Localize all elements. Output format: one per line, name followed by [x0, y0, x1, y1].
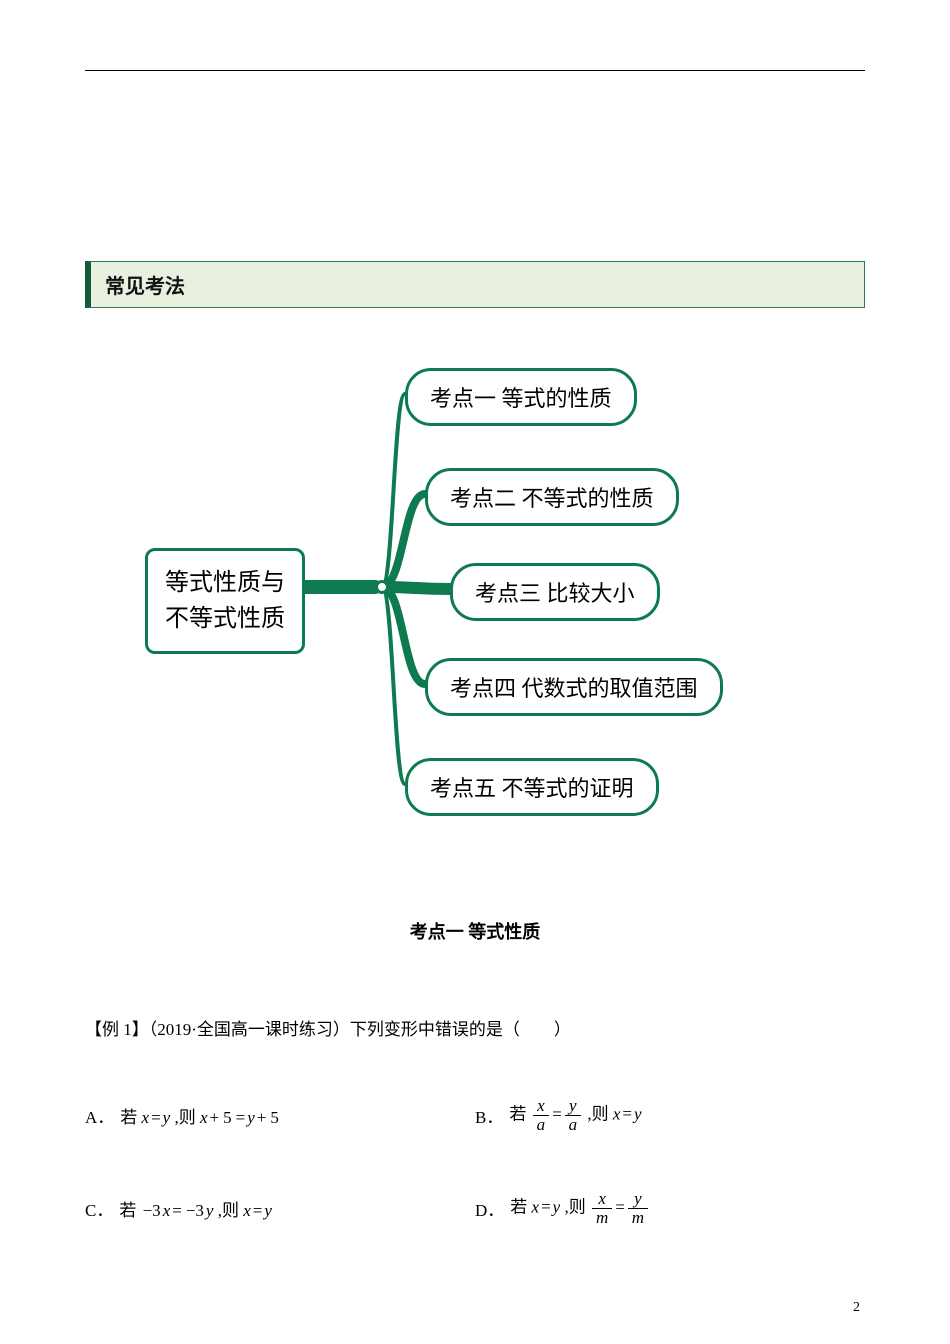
option-text: 若 −3x=−3y ,则 x=y	[119, 1196, 272, 1221]
op: +	[255, 1108, 269, 1127]
mindmap-child: 考点二 不等式的性质	[425, 468, 679, 526]
options: A． 若 x=y ,则 x+5=y+5 B． 若 xa=ya ,则 x=y C．…	[85, 1091, 865, 1277]
option-c: C． 若 −3x=−3y ,则 x=y	[85, 1184, 475, 1232]
example-question: 【例 1】（2019·全国高一课时练习）下列变形中错误的是（ ）	[85, 1014, 865, 1046]
var: y	[634, 1104, 642, 1123]
denominator: a	[533, 1115, 550, 1134]
section-banner: 常见考法	[85, 261, 865, 308]
option-label: C．	[85, 1196, 113, 1221]
fraction: xa	[533, 1097, 550, 1134]
mindmap-root-line1: 等式性质与	[165, 570, 285, 596]
option-text: 若 x=y ,则 x+5=y+5	[120, 1103, 281, 1128]
var: x	[200, 1108, 208, 1127]
numerator: x	[592, 1190, 612, 1208]
fraction: ym	[628, 1190, 648, 1227]
option-label: A．	[85, 1103, 114, 1128]
num: −3	[184, 1201, 206, 1220]
mindmap-child: 考点五 不等式的证明	[405, 758, 659, 816]
numerator: x	[533, 1097, 550, 1115]
var: x	[142, 1108, 150, 1127]
text: 若	[120, 1108, 141, 1127]
op: =	[251, 1201, 265, 1220]
mindmap: 等式性质与 不等式性质 考点一 等式的性质考点二 不等式的性质考点三 比较大小考…	[95, 358, 855, 858]
mindmap-root: 等式性质与 不等式性质	[145, 548, 305, 654]
denominator: m	[592, 1208, 612, 1227]
mindmap-child: 考点三 比较大小	[450, 563, 660, 621]
numerator: y	[628, 1190, 648, 1208]
option-text: 若 xa=ya ,则 x=y	[509, 1097, 641, 1134]
text: 若	[510, 1197, 531, 1216]
text: 若	[509, 1104, 530, 1123]
mindmap-root-line2: 不等式性质	[165, 606, 285, 632]
page-number: 2	[853, 1300, 860, 1316]
var: x	[532, 1197, 540, 1216]
var: y	[264, 1201, 272, 1220]
mindmap-child: 考点四 代数式的取值范围	[425, 658, 723, 716]
fraction: xm	[592, 1190, 612, 1227]
text: ,则	[560, 1197, 590, 1216]
num: 5	[268, 1108, 281, 1127]
text: 若	[119, 1201, 140, 1220]
text: ,则	[170, 1108, 200, 1127]
op: +	[208, 1108, 222, 1127]
option-d: D． 若 x=y ,则 xm=ym	[475, 1184, 865, 1232]
op: =	[614, 1197, 625, 1216]
mindmap-child: 考点一 等式的性质	[405, 368, 637, 426]
text: ,则	[583, 1104, 613, 1123]
denominator: a	[565, 1115, 582, 1134]
top-rule	[85, 70, 865, 71]
option-label: B．	[475, 1103, 503, 1128]
op: =	[170, 1201, 184, 1220]
op: =	[539, 1197, 553, 1216]
num: 5	[221, 1108, 234, 1127]
op: =	[149, 1108, 163, 1127]
mindmap-hub	[375, 580, 389, 594]
option-b: B． 若 xa=ya ,则 x=y	[475, 1091, 865, 1139]
var: y	[247, 1108, 255, 1127]
op: =	[551, 1104, 562, 1123]
op: =	[620, 1104, 634, 1123]
option-text: 若 x=y ,则 xm=ym	[510, 1190, 650, 1227]
option-label: D．	[475, 1196, 504, 1221]
topic-heading: 考点一 等式性质	[85, 918, 865, 944]
op: =	[234, 1108, 248, 1127]
denominator: m	[628, 1208, 648, 1227]
num: −3	[141, 1201, 163, 1220]
var: x	[243, 1201, 251, 1220]
numerator: y	[565, 1097, 582, 1115]
fraction: ya	[565, 1097, 582, 1134]
text: ,则	[213, 1201, 243, 1220]
option-a: A． 若 x=y ,则 x+5=y+5	[85, 1091, 475, 1139]
